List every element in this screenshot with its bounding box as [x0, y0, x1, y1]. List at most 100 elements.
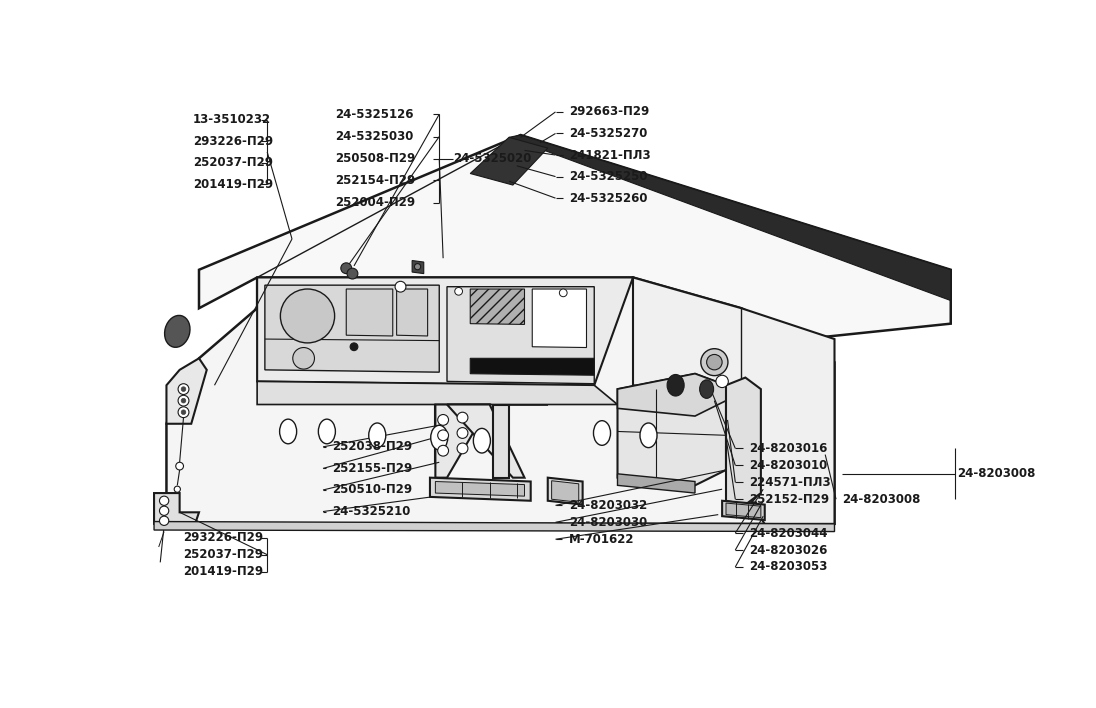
Polygon shape: [447, 287, 594, 384]
Circle shape: [437, 430, 448, 440]
Polygon shape: [258, 382, 617, 404]
Circle shape: [181, 410, 186, 414]
Polygon shape: [617, 374, 726, 416]
Text: 293226-П29: 293226-П29: [193, 135, 273, 148]
Ellipse shape: [667, 375, 684, 396]
Polygon shape: [617, 474, 695, 493]
Ellipse shape: [368, 423, 386, 447]
Polygon shape: [155, 522, 834, 532]
Circle shape: [178, 407, 189, 418]
Polygon shape: [435, 481, 525, 496]
Text: 24-8203016: 24-8203016: [750, 442, 827, 455]
Circle shape: [457, 443, 468, 454]
Circle shape: [341, 263, 352, 273]
Ellipse shape: [707, 355, 722, 370]
Polygon shape: [435, 404, 447, 462]
Circle shape: [181, 399, 186, 403]
Polygon shape: [470, 289, 525, 324]
Text: 24-5325126: 24-5325126: [335, 108, 414, 121]
Text: 24-5325260: 24-5325260: [570, 192, 648, 205]
Circle shape: [178, 384, 189, 394]
Polygon shape: [726, 377, 761, 505]
Ellipse shape: [700, 348, 728, 376]
Polygon shape: [493, 404, 509, 478]
Polygon shape: [397, 289, 427, 336]
Text: 250510-П29: 250510-П29: [332, 484, 412, 496]
Text: 252004-П29: 252004-П29: [335, 196, 415, 210]
Circle shape: [347, 268, 358, 279]
Polygon shape: [167, 278, 834, 524]
Circle shape: [174, 486, 181, 492]
Polygon shape: [435, 404, 490, 478]
Ellipse shape: [293, 348, 315, 369]
Text: M-701622: M-701622: [569, 532, 635, 546]
Text: 24-8203032: 24-8203032: [569, 499, 647, 512]
Text: 24-5325250: 24-5325250: [570, 170, 648, 183]
Ellipse shape: [164, 316, 190, 348]
Polygon shape: [447, 404, 525, 478]
Text: 224571-ПЛ3: 224571-ПЛ3: [750, 476, 831, 489]
Text: 24-8203026: 24-8203026: [750, 544, 827, 556]
Text: 24-8203053: 24-8203053: [750, 561, 827, 573]
Circle shape: [455, 287, 463, 295]
Circle shape: [437, 414, 448, 426]
Circle shape: [160, 496, 169, 506]
Text: 252037-П29: 252037-П29: [183, 548, 263, 561]
Circle shape: [160, 506, 169, 515]
Text: 252155-П29: 252155-П29: [332, 462, 412, 475]
Polygon shape: [470, 358, 594, 375]
Text: 252037-П29: 252037-П29: [193, 156, 273, 169]
Polygon shape: [551, 481, 579, 502]
Polygon shape: [726, 503, 761, 518]
Polygon shape: [548, 478, 583, 505]
Text: 24-8203010: 24-8203010: [750, 459, 827, 472]
Polygon shape: [199, 135, 950, 339]
Polygon shape: [533, 289, 586, 348]
Text: 24-8203044: 24-8203044: [750, 527, 827, 539]
Polygon shape: [430, 478, 530, 501]
Text: 252152-П29: 252152-П29: [750, 493, 830, 506]
Ellipse shape: [473, 428, 490, 453]
Text: 24-8203008: 24-8203008: [957, 467, 1036, 480]
Text: 250508-П29: 250508-П29: [335, 152, 415, 166]
Polygon shape: [722, 501, 765, 520]
Text: 24-5325210: 24-5325210: [332, 505, 411, 518]
Text: 252038-П29: 252038-П29: [332, 440, 412, 453]
Circle shape: [395, 281, 406, 292]
Polygon shape: [265, 285, 439, 372]
Circle shape: [178, 395, 189, 406]
Circle shape: [457, 428, 468, 438]
Text: 24-5325270: 24-5325270: [570, 127, 648, 140]
Circle shape: [437, 445, 448, 456]
Polygon shape: [509, 135, 950, 301]
Polygon shape: [346, 289, 392, 336]
Circle shape: [175, 462, 183, 470]
Ellipse shape: [318, 419, 335, 444]
Ellipse shape: [640, 423, 657, 447]
Text: 24-8203008: 24-8203008: [842, 493, 921, 506]
Text: 24-8203030: 24-8203030: [569, 516, 647, 529]
Polygon shape: [258, 278, 633, 385]
Text: 292663-П29: 292663-П29: [570, 105, 650, 118]
Text: 24-5325020: 24-5325020: [454, 152, 532, 166]
Polygon shape: [167, 358, 207, 424]
Polygon shape: [155, 493, 199, 524]
Polygon shape: [617, 374, 726, 486]
Circle shape: [350, 343, 358, 350]
Polygon shape: [633, 278, 834, 524]
Text: 293226-П29: 293226-П29: [183, 531, 264, 544]
Ellipse shape: [699, 380, 713, 399]
Text: 201419-П29: 201419-П29: [193, 178, 273, 190]
Circle shape: [457, 412, 468, 423]
Text: 252154-П29: 252154-П29: [335, 174, 415, 187]
Text: 24-5325030: 24-5325030: [335, 130, 414, 143]
Ellipse shape: [431, 426, 448, 450]
Ellipse shape: [279, 419, 297, 444]
Circle shape: [160, 516, 169, 525]
Circle shape: [559, 289, 567, 297]
Circle shape: [181, 387, 186, 392]
Ellipse shape: [281, 289, 334, 343]
Text: 13-3510232: 13-3510232: [193, 113, 271, 126]
Polygon shape: [470, 137, 548, 185]
Polygon shape: [412, 261, 424, 273]
